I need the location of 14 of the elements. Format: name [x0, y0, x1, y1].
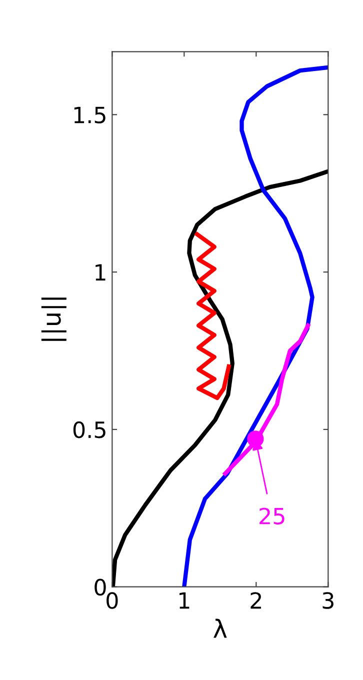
- x-axis-title: λ: [214, 618, 227, 638]
- x-tick-label: 1: [180, 592, 190, 609]
- y-tick-label: 0: [94, 578, 106, 596]
- y-tick-label: 1.5: [74, 106, 106, 124]
- x-tick-label: 0: [106, 592, 118, 609]
- y-tick-label: 1: [96, 264, 106, 280]
- annotation: 25: [260, 508, 284, 524]
- x-tick-label: 3: [322, 592, 334, 609]
- x-tick-label: 2: [250, 592, 261, 609]
- y-axis-title: ||u||: [41, 298, 66, 341]
- line-series: [195, 232, 231, 400]
- line-series: [182, 65, 328, 587]
- line-series: [223, 323, 310, 476]
- y-tick-label: 0.5: [73, 421, 106, 438]
